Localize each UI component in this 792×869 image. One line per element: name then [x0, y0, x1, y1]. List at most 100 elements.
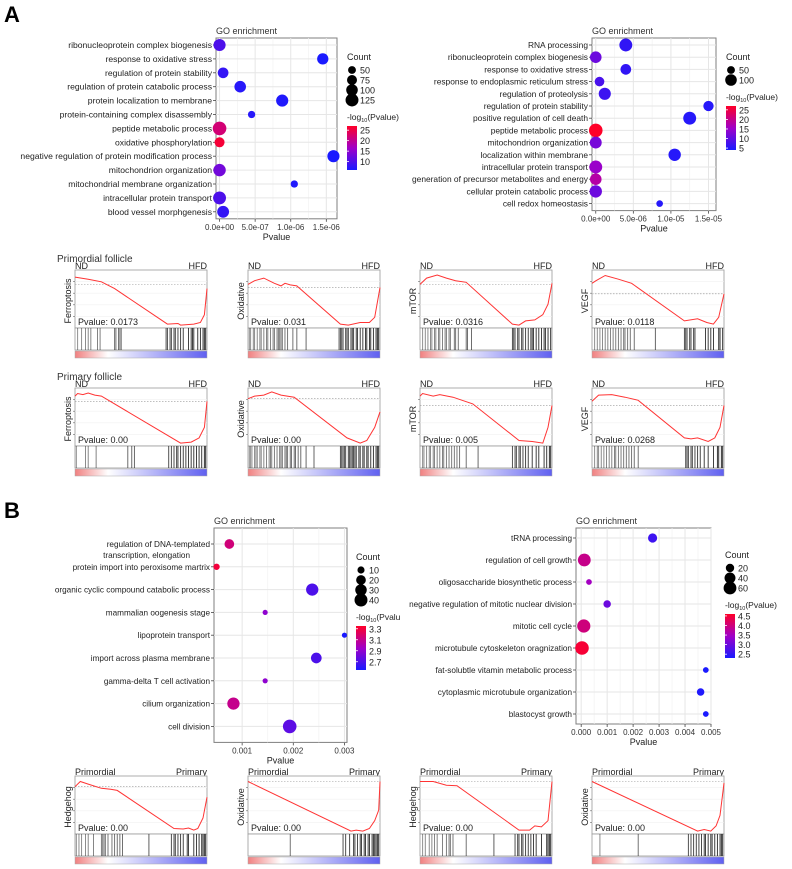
data-point	[598, 87, 611, 100]
gsea-plot-b-oxidative-1: Primordial Primary Oxidative Pvalue: 0.00	[236, 767, 381, 865]
gsea-ylabel: mTOR	[408, 405, 418, 432]
size-legend-dot	[348, 66, 356, 74]
size-legend-label: 75	[360, 76, 370, 86]
gsea-es-curve	[419, 392, 553, 444]
y-tick-label: mitochondrion organization	[487, 138, 588, 148]
gsea-rank-bar	[419, 468, 553, 477]
color-legend-label: 15	[360, 147, 370, 157]
color-legend-label: 4.5	[738, 611, 751, 621]
size-legend-dot	[354, 593, 368, 607]
gsea-pvalue: Pvalue: 0.0118	[595, 317, 654, 327]
gsea-pvalue: Pvalue: 0.0316	[423, 317, 483, 327]
gsea-left-label: ND	[75, 261, 88, 271]
gsea-right-label: HFD	[534, 379, 553, 389]
y-tick-label: generation of precursor metabolites and …	[412, 174, 589, 184]
data-point	[589, 51, 602, 63]
data-point	[247, 110, 256, 119]
gsea-es-curve	[74, 276, 208, 326]
data-point	[341, 632, 348, 638]
y-tick-label: regulation of protein stability	[105, 68, 213, 78]
size-legend-dot	[357, 566, 365, 574]
color-legend-title-sub: 10	[361, 118, 367, 124]
chart-title: GO enrichment	[214, 516, 276, 526]
color-legend-title-text: -log	[356, 612, 370, 622]
gsea-rank-bar	[247, 350, 381, 359]
gsea-ylabel: Oxidative	[580, 788, 590, 826]
color-legend-label: 3.5	[738, 631, 751, 641]
y-tick-label: intracellular protein transport	[482, 162, 589, 172]
gsea-pvalue: Pvalue: 0.0268	[595, 435, 655, 445]
data-point	[217, 67, 229, 79]
data-point	[683, 111, 697, 125]
color-legend-title-sub: 10	[739, 606, 745, 612]
gsea-es-curve	[74, 780, 208, 831]
y-tick-label: regulation of protein stability	[484, 101, 589, 111]
color-legend-label: 4.0	[738, 621, 751, 631]
data-point	[262, 609, 268, 615]
gsea-ylabel: Ferroptosis	[63, 396, 73, 442]
gsea-es-curve	[74, 392, 208, 444]
x-tick-label: 0.003	[649, 728, 670, 737]
dotplot-b-right: GO enrichment tRNA processing regulation o…	[409, 516, 777, 747]
data-point	[306, 583, 319, 596]
data-point	[589, 185, 602, 198]
size-legend-label: 30	[369, 586, 379, 596]
gsea-left-label: ND	[420, 379, 433, 389]
color-legend-label: 15	[739, 124, 749, 134]
color-legend-title-rest: (Pvalue)	[367, 112, 399, 122]
chart-title: GO enrichment	[592, 26, 654, 36]
y-tick-label: microtubule cytoskeleton oragnization	[435, 644, 572, 653]
gsea-right-label: Primary	[521, 767, 552, 777]
size-legend-label: 40	[738, 574, 748, 584]
color-legend-title-rest: (Pvalue)	[376, 612, 400, 622]
gsea-plot-pf-ferroptosis: ND HFD Ferroptosis Pvalue: 0.0173	[63, 261, 208, 359]
gsea-rank-bar	[247, 468, 381, 477]
gsea-es-curve	[591, 274, 725, 325]
color-legend-title: -log10(Pvalue)	[347, 112, 399, 124]
data-point	[589, 160, 603, 174]
gsea-plot-pf-vegf: ND HFD VEGF Pvalue: 0.0118	[580, 261, 725, 359]
y-tick-label: fat-solubtle vitamin metabolic process	[435, 666, 572, 675]
y-tick-label: ribonucleoprotein complex biogenesis	[448, 52, 588, 62]
gsea-left-label: ND	[420, 261, 433, 271]
gsea-es-curve	[420, 781, 553, 831]
gsea-pvalue: Pvalue: 0.005	[423, 435, 478, 445]
color-legend-label: 5	[739, 144, 744, 154]
size-legend-dot	[723, 581, 737, 595]
color-legend-title-text: -log	[726, 92, 740, 102]
gsea-es-panel	[591, 269, 725, 329]
data-point	[310, 652, 322, 664]
y-tick-label: oxidative phosphorylation	[115, 137, 212, 147]
gsea-rank-bar	[74, 350, 208, 359]
x-tick-label: 1.5e-05	[695, 215, 723, 224]
color-legend-label: 20	[739, 115, 749, 125]
gsea-pvalue: Pvalue: 0.00	[595, 823, 645, 833]
data-point	[212, 121, 227, 136]
x-tick-label: 0.0e+00	[205, 223, 235, 232]
y-tick-label: protein localization to membrane	[88, 96, 212, 106]
gsea-pvalue: Pvalue: 0.00	[78, 435, 128, 445]
gsea-rank-bar	[419, 856, 553, 865]
gsea-plot-pr-oxidative: ND HFD Oxidative Pvalue: 0.00	[236, 379, 381, 477]
size-legend-label: 100	[360, 86, 375, 96]
color-legend-label: 25	[360, 126, 370, 136]
gsea-ylabel: VEGF	[580, 406, 590, 431]
x-axis-label: Pvalue	[267, 755, 295, 765]
data-point	[603, 600, 611, 608]
data-point	[276, 94, 289, 107]
data-point	[282, 719, 297, 734]
size-legend-dot	[347, 75, 357, 85]
gsea-right-label: Primary	[349, 767, 380, 777]
gsea-pvalue: Pvalue: 0.00	[251, 823, 301, 833]
size-legend-label: 100	[739, 76, 754, 86]
x-tick-label: 0.0e+00	[581, 215, 611, 224]
color-legend-bar	[725, 614, 735, 658]
color-legend-title-text: -log	[347, 112, 361, 122]
gsea-left-label: ND	[75, 379, 88, 389]
data-point	[224, 539, 235, 549]
y-tick-label: mitochondrial membrane organization	[68, 179, 212, 189]
gsea-hits-panel	[591, 327, 725, 351]
gsea-es-curve	[247, 781, 381, 832]
data-point	[594, 76, 605, 87]
gsea-right-label: Primary	[176, 767, 207, 777]
